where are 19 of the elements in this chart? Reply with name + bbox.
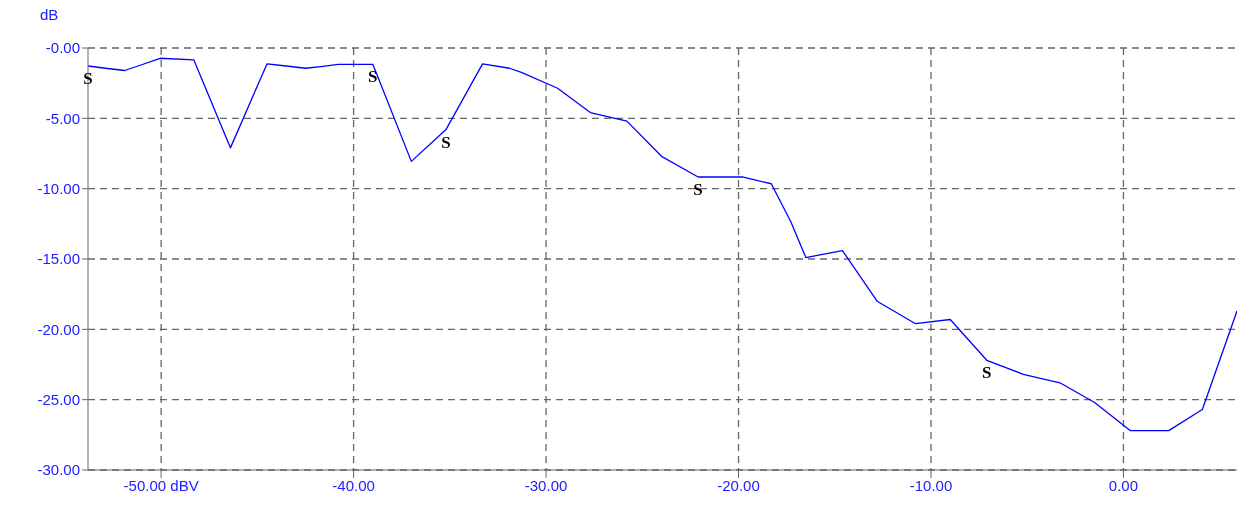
x-tick-label: -50.00 dBV bbox=[123, 476, 199, 494]
x-tick-label: -40.00 bbox=[332, 476, 375, 494]
y-tick-label: -0.00 bbox=[45, 39, 80, 57]
x-tick-label: -20.00 bbox=[717, 476, 760, 494]
x-tick-label: -30.00 bbox=[524, 476, 568, 494]
y-tick-label: -20.00 bbox=[37, 320, 80, 338]
y-tick-label: -10.00 bbox=[37, 179, 80, 197]
x-tick-label: -10.00 bbox=[909, 476, 953, 494]
x-tick-label: 0.00 bbox=[1108, 476, 1139, 494]
y-tick-label: -25.00 bbox=[37, 390, 80, 408]
annotation: S bbox=[982, 363, 992, 383]
annotation: S bbox=[693, 180, 703, 200]
annotation: S bbox=[368, 67, 378, 87]
y-tick-label: -30.00 bbox=[37, 461, 80, 479]
y-tick-label: -15.00 bbox=[37, 250, 80, 268]
annotation: S bbox=[441, 132, 451, 152]
y-tick-label: -5.00 bbox=[45, 109, 80, 127]
y-axis-title: dB bbox=[40, 6, 59, 23]
annotation: S bbox=[83, 69, 93, 89]
